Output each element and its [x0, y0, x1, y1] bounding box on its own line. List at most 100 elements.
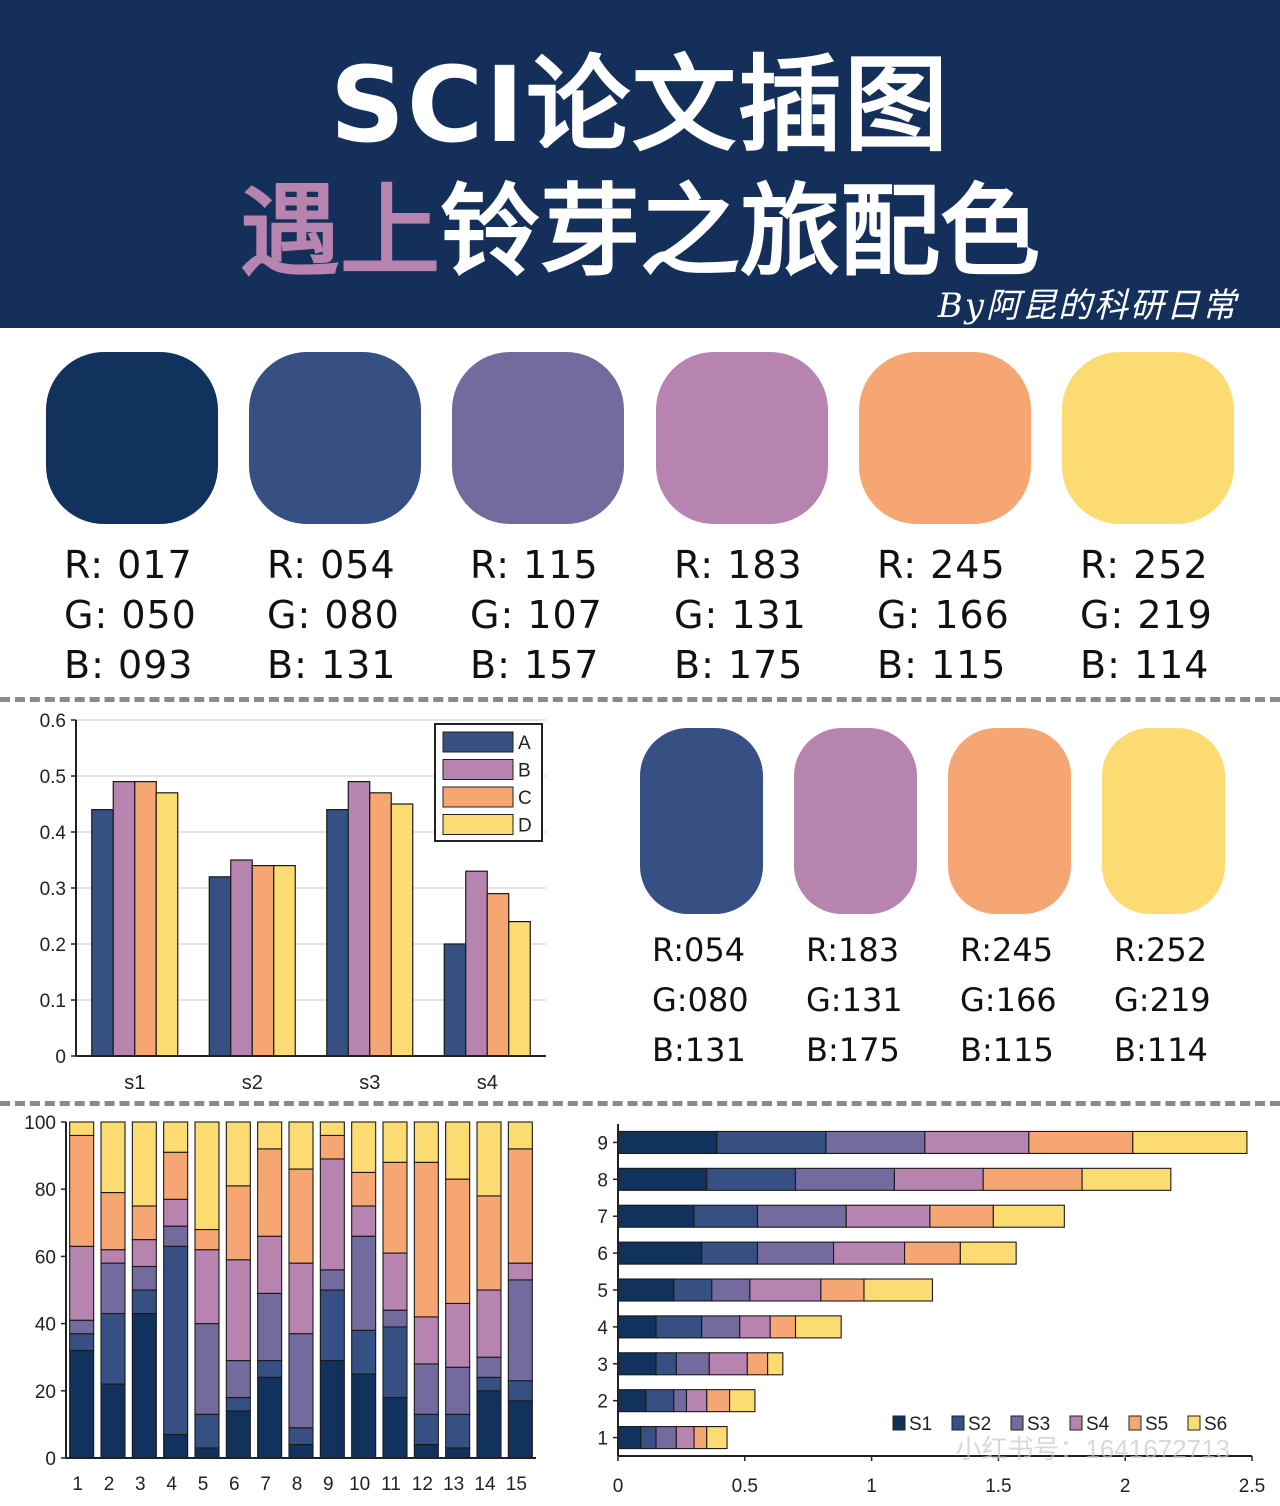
hbar-S6-row-1: [706, 1426, 728, 1450]
stack-seg-6-col-5: [194, 1121, 220, 1231]
stack-seg-6-col-12: [413, 1121, 439, 1163]
rgb-label-5: R: 245 G: 166 B: 115: [877, 540, 1010, 690]
hbar-S4-row-8: [893, 1167, 984, 1191]
title-line-1: SCI论文插图: [330, 44, 950, 166]
bar-D-s4: [508, 921, 531, 1057]
rgb-g-value: G: 219: [1080, 593, 1213, 637]
legend-swatch-S2: [951, 1415, 965, 1431]
color-swatch-3: [452, 352, 624, 524]
stack-seg-1-col-4: [163, 1433, 189, 1459]
y-tick-label: 4: [597, 1318, 608, 1339]
stack-seg-6-col-11: [382, 1121, 408, 1163]
stack-seg-1-col-15: [507, 1400, 533, 1459]
stack-seg-6-col-4: [163, 1121, 189, 1153]
x-tick-label: 2: [1120, 1476, 1131, 1497]
x-tick-label: 13: [443, 1474, 464, 1495]
stack-seg-1-col-3: [131, 1312, 157, 1459]
stack-seg-1-col-5: [194, 1447, 220, 1459]
y-tick-label: 7: [597, 1207, 608, 1228]
color-swatch-5: [859, 352, 1031, 524]
rgb-r-value: R: 054: [267, 543, 396, 587]
stack-seg-3-col-4: [163, 1225, 189, 1247]
x-tick-label: 11: [381, 1474, 401, 1495]
y-tick-label: 0.2: [40, 935, 66, 956]
color-swatch-small-1: [640, 728, 763, 914]
stack-seg-2-col-5: [194, 1413, 220, 1449]
rgb-r-value: R: 115: [470, 543, 599, 587]
y-tick-label: 0: [45, 1449, 56, 1470]
bar-C-s3: [369, 792, 392, 1057]
stack-seg-2-col-11: [382, 1326, 408, 1399]
legend-label: S1: [909, 1414, 932, 1435]
color-swatch-small-2: [794, 728, 917, 914]
hbar-S4-row-2: [685, 1389, 708, 1413]
hbar-S6-row-9: [1132, 1130, 1248, 1154]
bar-D-s3: [390, 803, 414, 1057]
x-tick-label: 2: [104, 1474, 115, 1495]
x-tick-label: 12: [412, 1474, 433, 1495]
rgb-g-value: G: 080: [267, 593, 400, 637]
stack-seg-4-col-3: [131, 1239, 157, 1268]
hbar-S1-row-5: [617, 1278, 675, 1302]
bar-B-s1: [112, 780, 136, 1057]
watermark-text: 小红书号：1641672713: [955, 1434, 1230, 1464]
hbar-S3-row-5: [711, 1278, 751, 1302]
hbar-S6-row-7: [992, 1204, 1065, 1228]
stack-seg-6-col-3: [131, 1121, 157, 1207]
stack-seg-3-col-12: [413, 1363, 439, 1415]
stack-seg-1-col-1: [69, 1349, 95, 1459]
rgb-r-value: R: 245: [877, 543, 1006, 587]
legend-label: C: [518, 788, 532, 809]
stack-seg-6-col-14: [476, 1121, 502, 1197]
stack-seg-6-col-8: [288, 1121, 314, 1170]
hbar-S4-row-1: [675, 1426, 695, 1450]
hbar-S2-row-5: [673, 1278, 713, 1302]
stack-seg-6-col-6: [225, 1121, 251, 1187]
hbar-S4-row-6: [833, 1241, 906, 1265]
rgb-b-value: B: 175: [674, 643, 804, 687]
legend-swatch-S4: [1069, 1415, 1083, 1431]
hbar-S5-row-5: [820, 1278, 865, 1302]
bar-D-s2: [273, 865, 296, 1057]
stack-seg-3-col-11: [382, 1309, 408, 1328]
bar-C-s2: [251, 865, 275, 1057]
stack-seg-4-col-15: [507, 1262, 533, 1281]
x-tick-label: 0: [613, 1476, 624, 1497]
stack-seg-4-col-8: [288, 1262, 314, 1335]
stack-seg-6-col-13: [445, 1121, 471, 1180]
color-swatch-6: [1062, 352, 1234, 524]
stack-seg-3-col-9: [319, 1269, 345, 1291]
rgb-b-value: B: 131: [267, 643, 397, 687]
stack-seg-5-col-1: [69, 1134, 95, 1247]
rgb-small-b-value: B:175: [806, 1031, 900, 1069]
stack-seg-2-col-15: [507, 1380, 533, 1402]
stack-seg-3-col-15: [507, 1279, 533, 1382]
stack-seg-3-col-5: [194, 1323, 220, 1415]
stack-seg-6-col-10: [351, 1121, 377, 1173]
rgb-small-g-value: G:166: [960, 981, 1057, 1019]
bar-A-s4: [443, 943, 467, 1057]
stack-seg-4-col-12: [413, 1316, 439, 1365]
stack-seg-3-col-7: [257, 1292, 283, 1362]
stack-seg-3-col-2: [100, 1262, 126, 1315]
stack-seg-5-col-6: [225, 1185, 251, 1261]
rgb-small-b-value: B:115: [960, 1031, 1054, 1069]
rgb-small-r-value: R:054: [652, 931, 746, 969]
hbar-S3-row-3: [675, 1352, 710, 1376]
bar-A-s2: [208, 876, 232, 1057]
rgb-label-3: R: 115 G: 107 B: 157: [470, 540, 603, 690]
rgb-g-value: G: 107: [470, 593, 603, 637]
stack-seg-4-col-10: [351, 1205, 377, 1237]
y-tick-label: 6: [597, 1244, 608, 1265]
stack-seg-5-col-9: [319, 1134, 345, 1160]
rgb-label-4: R: 183 G: 131 B: 175: [674, 540, 807, 690]
y-tick-label: 0.1: [40, 991, 66, 1012]
color-swatch-small-3: [948, 728, 1071, 914]
stack-seg-5-col-5: [194, 1228, 220, 1251]
legend-label: S4: [1086, 1414, 1110, 1435]
legend-swatch-C: [442, 786, 514, 808]
rgb-g-value: G: 050: [64, 593, 197, 637]
stack-seg-3-col-8: [288, 1333, 314, 1429]
stack-seg-1-col-14: [476, 1390, 502, 1459]
hbar-S5-row-2: [706, 1389, 731, 1413]
